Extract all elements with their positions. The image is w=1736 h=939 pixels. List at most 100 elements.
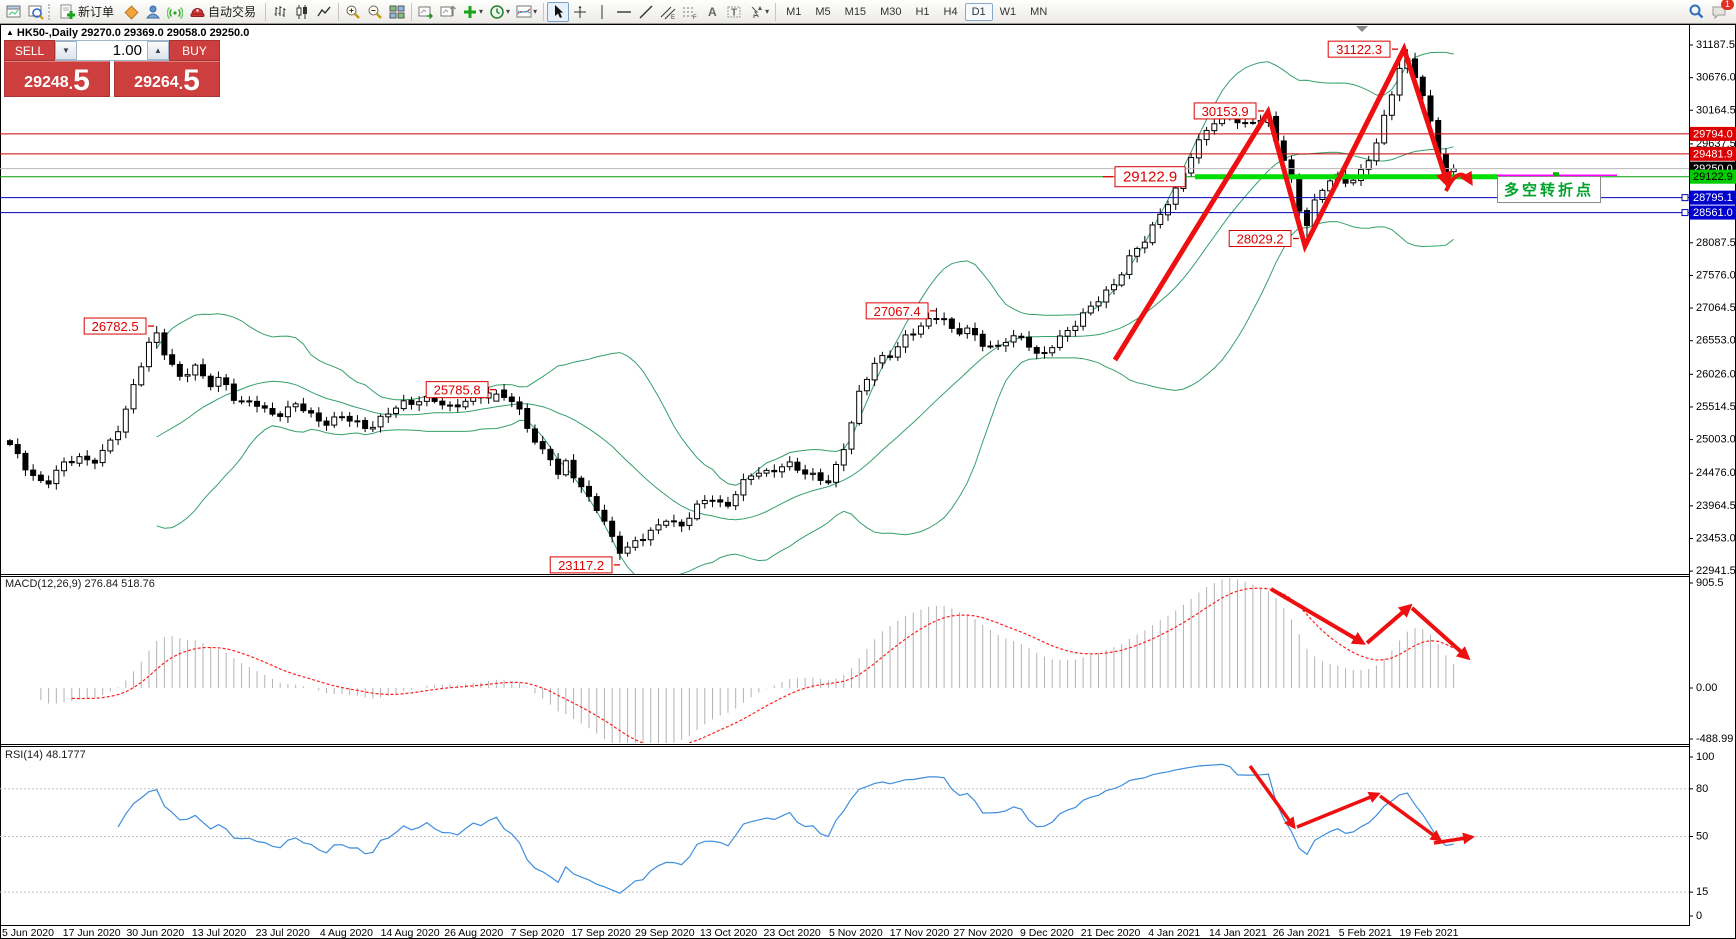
templates-icon (516, 5, 532, 17)
price-badge: 29794.0 (1693, 128, 1733, 140)
crosshair-icon (574, 5, 587, 18)
auto-trading-icon (190, 7, 205, 17)
chevron-down-icon: ▾ (765, 7, 770, 16)
notification-count-badge: 1 (1721, 0, 1734, 10)
rsi-axis-tick: 0 (1696, 910, 1702, 922)
timeframe-h4-button[interactable]: H4 (943, 5, 958, 18)
price-badge: 29122.9 (1693, 171, 1733, 183)
toolbar-separator (775, 2, 777, 21)
toolbar-separator (411, 2, 413, 21)
date-axis-label: 7 Sep 2020 (511, 927, 565, 939)
fibonacci-icon: F (683, 7, 697, 20)
price-annotation[interactable]: 23117.2 (558, 558, 604, 573)
macd-indicator-label: MACD(12,26,9) 276.84 518.76 (5, 578, 155, 590)
toolbar-separator (265, 2, 267, 21)
equidistant-channel-button[interactable]: E (657, 2, 679, 22)
timeframe-mn-button[interactable]: MN (1030, 5, 1048, 18)
zoom-in-button[interactable] (342, 2, 364, 22)
price-annotation[interactable]: 31122.3 (1336, 42, 1382, 57)
trendline-button[interactable] (635, 2, 657, 22)
macd-axis-tick: -488.99 (1696, 733, 1733, 745)
new-order-button[interactable]: 新订单 (56, 2, 120, 22)
volume-decrease-button[interactable]: ▼ (55, 41, 77, 60)
buy-price[interactable]: 29264. 5 (114, 61, 220, 97)
timeframe-h1-button[interactable]: H1 (915, 5, 930, 18)
price-axis-tick: 27576.0 (1696, 269, 1736, 281)
svg-text:F: F (693, 15, 697, 20)
line-chart-button[interactable] (313, 2, 335, 22)
candlestick-icon (296, 4, 308, 19)
chart-title: ▲ HK50-,Daily 29270.0 29369.0 29058.0 292… (6, 27, 250, 39)
date-axis-label: 5 Jun 2020 (2, 927, 54, 939)
auto-scroll-button[interactable] (415, 2, 437, 22)
expert-advisors-button[interactable] (142, 2, 164, 22)
svg-text:E: E (671, 15, 675, 20)
crosshair-button[interactable] (569, 2, 591, 22)
price-annotation[interactable]: 27067.4 (874, 304, 921, 319)
chart-shift-icon (440, 5, 456, 16)
timeframe-w1-button[interactable]: W1 (999, 5, 1017, 18)
sell-button[interactable]: SELL (4, 40, 55, 61)
horizontal-line-button[interactable] (613, 2, 635, 22)
periods-button[interactable]: ▾ (486, 2, 513, 22)
new-chart-button[interactable] (3, 2, 25, 22)
price-axis-tick: 25003.0 (1696, 434, 1736, 446)
date-axis-label: 13 Jul 2020 (192, 927, 246, 939)
zoom-out-button[interactable] (364, 2, 386, 22)
signals-button[interactable] (164, 2, 186, 22)
timeframe-m15-button[interactable]: M15 (844, 5, 867, 18)
search-button[interactable] (1685, 2, 1708, 22)
buy-button[interactable]: BUY (169, 40, 220, 61)
rsi-indicator-label: RSI(14) 48.1777 (5, 749, 86, 761)
timeframe-m1-button[interactable]: M1 (786, 5, 802, 18)
chevron-down-icon: ▾ (533, 7, 538, 16)
price-annotation[interactable]: 28029.2 (1237, 231, 1284, 246)
horizontal-line-icon (617, 10, 632, 13)
volume-increase-button[interactable]: ▲ (147, 41, 169, 60)
macd-axis-tick: 0.00 (1696, 682, 1717, 694)
autotrading-label: 自动交易 (208, 5, 257, 19)
price-annotation[interactable]: 30153.9 (1202, 104, 1249, 119)
timeframe-m30-button[interactable]: M30 (880, 5, 902, 18)
price-annotation[interactable]: 26782.5 (92, 319, 139, 334)
sell-price[interactable]: 29248. 5 (4, 61, 110, 97)
chevron-down-icon: ▾ (479, 7, 484, 16)
volume-input[interactable] (77, 41, 147, 60)
text-button[interactable]: A (701, 2, 723, 22)
tile-windows-button[interactable] (386, 2, 408, 22)
vertical-line-button[interactable] (591, 2, 613, 22)
cursor-button[interactable] (547, 1, 570, 22)
candlestick-chart-button[interactable] (291, 2, 313, 22)
timeframe-m5-button[interactable]: M5 (815, 5, 831, 18)
vertical-line-icon (601, 4, 603, 19)
cursor-icon (555, 4, 564, 18)
profiles-button[interactable] (25, 2, 47, 22)
text-label-button[interactable]: T (723, 2, 745, 22)
auto-trading-button[interactable]: 自动交易 (186, 2, 262, 22)
date-axis-label: 14 Jan 2021 (1209, 927, 1267, 939)
indicators-button[interactable]: ▾ (459, 2, 486, 22)
rsi-axis-tick: 50 (1696, 831, 1708, 843)
arrows-button[interactable]: ▾ (745, 2, 772, 22)
price-badge: 28795.1 (1693, 192, 1733, 204)
svg-text:A: A (708, 5, 717, 19)
timeframe-d1-button[interactable]: D1 (964, 2, 993, 21)
date-axis-label: 4 Jan 2021 (1148, 927, 1200, 939)
price-annotation[interactable]: 29122.9 (1123, 169, 1177, 186)
date-axis-label: 5 Feb 2021 (1339, 927, 1392, 939)
bar-chart-button[interactable] (269, 2, 291, 22)
trendline-icon (639, 5, 653, 18)
turning-point-annotation[interactable]: 多空转折点 (1497, 176, 1602, 203)
price-annotation[interactable]: 25785.8 (434, 383, 481, 398)
metaeditor-button[interactable] (120, 2, 142, 22)
templates-button[interactable]: ▾ (513, 2, 540, 22)
price-axis-tick: 27064.5 (1696, 302, 1736, 314)
chart-shift-button[interactable] (437, 2, 459, 22)
collapse-triangle-icon: ▲ (6, 28, 14, 37)
expert-advisors-icon (146, 5, 161, 18)
date-axis-label: 4 Aug 2020 (320, 927, 373, 939)
fibonacci-button[interactable]: F (679, 2, 701, 22)
notifications-button[interactable]: 1 (1708, 0, 1734, 22)
